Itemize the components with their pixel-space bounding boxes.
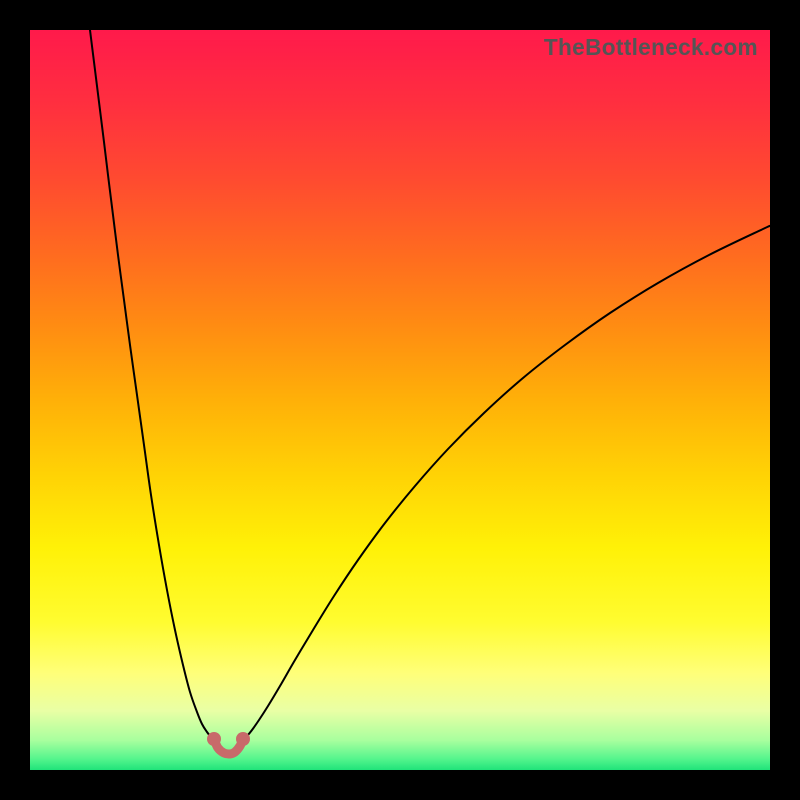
cusp-marker-left bbox=[207, 732, 221, 746]
curve-layer bbox=[30, 30, 770, 770]
series-right-curve bbox=[243, 226, 770, 739]
cusp-marker-right bbox=[236, 732, 250, 746]
plot-area: TheBottleneck.com bbox=[30, 30, 770, 770]
series-left-curve bbox=[90, 30, 214, 739]
chart-frame: TheBottleneck.com bbox=[0, 0, 800, 800]
watermark-text: TheBottleneck.com bbox=[544, 34, 758, 61]
